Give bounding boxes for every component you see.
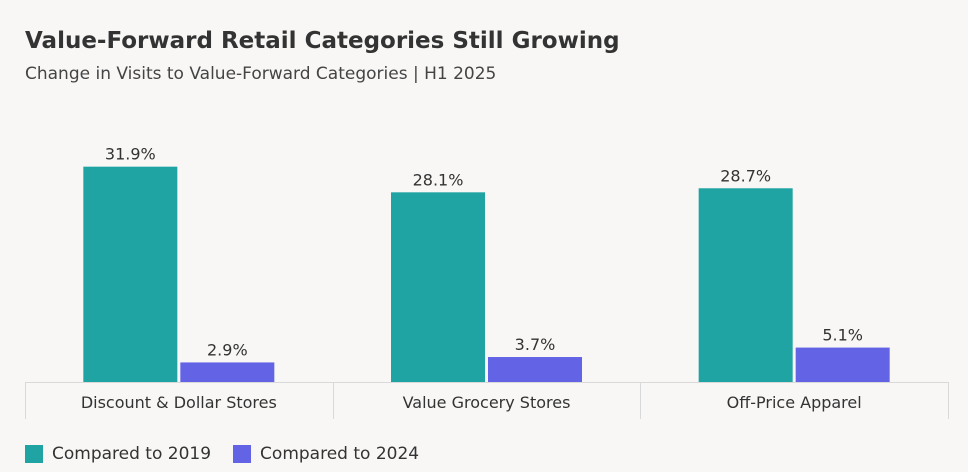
legend-label-2024: Compared to 2024 xyxy=(260,444,420,464)
legend-item-2019: Compared to 2019 xyxy=(25,444,211,464)
data-label: 2.9% xyxy=(207,340,248,359)
legend-swatch-2019 xyxy=(25,445,43,463)
bar-2019 xyxy=(698,188,793,382)
bar-2024 xyxy=(180,362,275,382)
legend-swatch-2024 xyxy=(233,445,252,463)
category-label: Value Grocery Stores xyxy=(403,393,571,412)
bar-2019 xyxy=(391,192,485,382)
data-label: 28.1% xyxy=(413,170,464,189)
category-label: Discount & Dollar Stores xyxy=(81,393,277,412)
data-label: 28.7% xyxy=(720,166,771,185)
bar-2024 xyxy=(795,347,890,382)
data-label: 5.1% xyxy=(822,326,863,345)
chart-subtitle: Change in Visits to Value-Forward Catego… xyxy=(25,64,497,84)
bar-2024 xyxy=(488,357,582,382)
data-label: 31.9% xyxy=(105,145,156,164)
chart-legend: Compared to 2019 Compared to 2024 xyxy=(25,444,441,464)
chart-title: Value-Forward Retail Categories Still Gr… xyxy=(25,28,620,54)
bar-2019 xyxy=(83,166,178,382)
category-label: Off-Price Apparel xyxy=(727,393,862,412)
legend-label-2019: Compared to 2019 xyxy=(52,444,212,464)
bar-chart: 31.9% 2.9% Discount & Dollar Stores 28.1% 3.… xyxy=(25,145,949,419)
data-label: 3.7% xyxy=(515,335,556,354)
legend-item-2024: Compared to 2024 xyxy=(233,444,419,464)
